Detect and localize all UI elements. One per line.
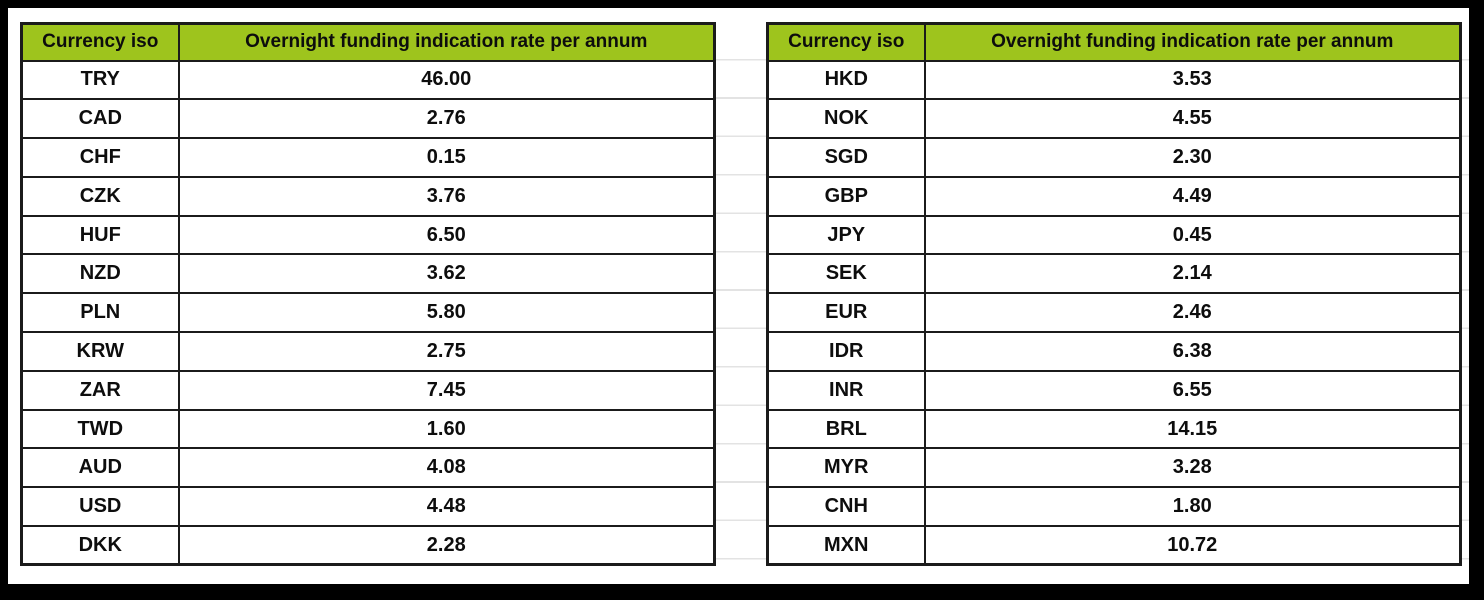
spreadsheet-right-margin-column [1462,22,1469,564]
table-row: SGD 2.30 [766,137,1462,178]
currency-iso-cell[interactable]: GBP [766,175,926,217]
currency-iso-cell[interactable]: USD [20,486,180,528]
currency-iso-cell[interactable]: MXN [766,525,926,566]
table-row: IDR 6.38 [766,331,1462,372]
table-row: HKD 3.53 [766,59,1462,101]
currency-iso-cell[interactable]: NOK [766,98,926,140]
table-row: EUR 2.46 [766,292,1462,334]
rate-value-cell[interactable]: 1.60 [177,408,716,450]
table-row: INR 6.55 [766,369,1462,411]
currency-iso-column-header: Currency iso [766,22,926,62]
currency-iso-cell[interactable]: TWD [20,408,180,450]
table-row: USD 4.48 [20,486,716,528]
rate-value-cell[interactable]: 6.50 [177,214,716,256]
currency-iso-cell[interactable]: EUR [766,292,926,334]
currency-iso-cell[interactable]: BRL [766,408,926,450]
currency-iso-cell[interactable]: DKK [20,525,180,566]
table-row: MYR 3.28 [766,447,1462,489]
rate-value-cell[interactable]: 5.80 [177,292,716,334]
currency-iso-cell[interactable]: JPY [766,214,926,256]
rate-value-cell[interactable]: 10.72 [923,525,1462,566]
table-row: KRW 2.75 [20,331,716,372]
rate-value-cell[interactable]: 2.75 [177,331,716,372]
table-body-right: HKD 3.53 NOK 4.55 SGD 2.30 GBP 4.49 JPY 0.45 SEK 2.… [766,59,1462,566]
header-row: Currency iso Overnight funding indicatio… [766,22,1462,62]
table-row: SEK 2.14 [766,253,1462,295]
currency-iso-column-header: Currency iso [20,22,180,62]
currency-iso-cell[interactable]: NZD [20,253,180,295]
overnight-rate-column-header: Overnight funding indication rate per an… [177,22,716,62]
currency-iso-cell[interactable]: PLN [20,292,180,334]
currency-iso-cell[interactable]: MYR [766,447,926,489]
currency-iso-cell[interactable]: CAD [20,98,180,140]
overnight-rate-column-header: Overnight funding indication rate per an… [923,22,1462,62]
currency-iso-cell[interactable]: CZK [20,175,180,217]
currency-iso-cell[interactable]: ZAR [20,369,180,411]
currency-rates-table-left: Currency iso Overnight funding indicatio… [20,22,716,567]
table-row: JPY 0.45 [766,214,1462,256]
currency-iso-cell[interactable]: TRY [20,59,180,101]
table-body-left: TRY 46.00 CAD 2.76 CHF 0.15 CZK 3.76 HUF 6.50 NZD 3… [20,59,716,566]
table-row: CZK 3.76 [20,175,716,217]
currency-iso-cell[interactable]: CNH [766,486,926,528]
currency-iso-cell[interactable]: AUD [20,447,180,489]
rate-value-cell[interactable]: 1.80 [923,486,1462,528]
spreadsheet-canvas: Currency iso Overnight funding indicatio… [8,8,1469,584]
spreadsheet-gap-column [716,22,766,564]
table-row: ZAR 7.45 [20,369,716,411]
table-row: HUF 6.50 [20,214,716,256]
currency-iso-cell[interactable]: SGD [766,137,926,178]
currency-iso-cell[interactable]: KRW [20,331,180,372]
rate-value-cell[interactable]: 4.08 [177,447,716,489]
table-row: NOK 4.55 [766,98,1462,140]
table-row: TWD 1.60 [20,408,716,450]
rate-value-cell[interactable]: 3.53 [923,59,1462,101]
table-row: MXN 10.72 [766,525,1462,566]
table-row: CNH 1.80 [766,486,1462,528]
rate-value-cell[interactable]: 46.00 [177,59,716,101]
currency-iso-cell[interactable]: SEK [766,253,926,295]
rate-value-cell[interactable]: 4.49 [923,175,1462,217]
currency-iso-cell[interactable]: IDR [766,331,926,372]
currency-rates-table-right: Currency iso Overnight funding indicatio… [766,22,1462,567]
rate-value-cell[interactable]: 4.48 [177,486,716,528]
rate-value-cell[interactable]: 2.76 [177,98,716,140]
table-row: GBP 4.49 [766,175,1462,217]
table-row: PLN 5.80 [20,292,716,334]
currency-iso-cell[interactable]: HKD [766,59,926,101]
rate-value-cell[interactable]: 2.30 [923,137,1462,178]
rate-value-cell[interactable]: 6.38 [923,331,1462,372]
table-row: CHF 0.15 [20,137,716,178]
currency-iso-cell[interactable]: INR [766,369,926,411]
rate-value-cell[interactable]: 0.15 [177,137,716,178]
table-row: DKK 2.28 [20,525,716,566]
rate-value-cell[interactable]: 2.46 [923,292,1462,334]
table-row: TRY 46.00 [20,59,716,101]
rate-value-cell[interactable]: 7.45 [177,369,716,411]
rate-value-cell[interactable]: 2.28 [177,525,716,566]
table-row: NZD 3.62 [20,253,716,295]
rate-value-cell[interactable]: 3.28 [923,447,1462,489]
currency-iso-cell[interactable]: CHF [20,137,180,178]
rate-value-cell[interactable]: 3.76 [177,175,716,217]
header-row: Currency iso Overnight funding indicatio… [20,22,716,62]
table-row: AUD 4.08 [20,447,716,489]
rate-value-cell[interactable]: 4.55 [923,98,1462,140]
rate-value-cell[interactable]: 2.14 [923,253,1462,295]
rate-value-cell[interactable]: 0.45 [923,214,1462,256]
rate-value-cell[interactable]: 6.55 [923,369,1462,411]
currency-iso-cell[interactable]: HUF [20,214,180,256]
table-row: BRL 14.15 [766,408,1462,450]
rate-value-cell[interactable]: 14.15 [923,408,1462,450]
table-row: CAD 2.76 [20,98,716,140]
rate-value-cell[interactable]: 3.62 [177,253,716,295]
